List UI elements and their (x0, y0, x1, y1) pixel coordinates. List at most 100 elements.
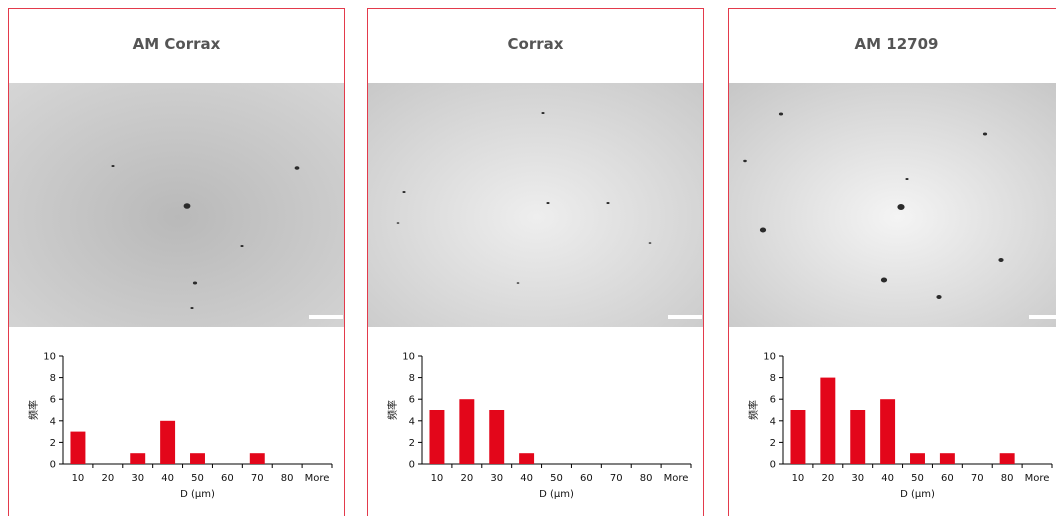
micrograph-image (368, 83, 703, 327)
inclusion-particle (396, 222, 400, 224)
bar-70 (249, 453, 265, 464)
y-tick-label: 4 (50, 416, 56, 427)
inclusion-particle (982, 132, 988, 136)
inclusion-particle (648, 242, 652, 244)
x-tick-label: 30 (131, 473, 144, 484)
bar-30 (489, 410, 505, 464)
panel-corrax: Corrax 0 2 4 6 8 10 10 20 30 40 50 60 70 80 More D (μm)… (367, 8, 704, 516)
y-tick-label: 2 (409, 438, 415, 449)
x-axis-title: D (μm) (900, 489, 935, 500)
y-tick-label: 8 (409, 373, 415, 384)
x-tick-label: 50 (911, 473, 924, 484)
bar-30 (850, 410, 866, 464)
inclusion-particle (998, 258, 1004, 262)
x-tick-label: 50 (191, 473, 204, 484)
scale-bar (1029, 315, 1056, 319)
micrograph-image (729, 83, 1056, 327)
panel-am-12709: AM 12709 0 2 4 6 8 10 10 20 30 40 50 60 70 80 More D (μ… (728, 8, 1056, 516)
x-axis-title: D (μm) (180, 489, 215, 500)
y-tick-label: 10 (763, 352, 776, 363)
x-tick-label: 40 (161, 473, 174, 484)
y-tick-label: 0 (770, 460, 776, 471)
histogram-svg: 0 2 4 6 8 10 10 20 30 40 50 60 70 80 More D (μm) 频率 (747, 352, 1053, 500)
x-tick-label: 20 (460, 473, 473, 484)
histogram-chart: 0 2 4 6 8 10 10 20 30 40 50 60 70 80 More D (μm) 频率 (368, 345, 703, 516)
y-tick-label: 0 (409, 460, 415, 471)
inclusion-particle (606, 202, 610, 204)
x-tick-label: 30 (490, 473, 503, 484)
micrograph-image (9, 83, 344, 327)
inclusion-particle (743, 159, 747, 163)
y-tick-label: 6 (409, 395, 415, 406)
y-tick-label: 6 (50, 395, 56, 406)
y-tick-label: 10 (402, 352, 415, 363)
micrograph-svg (368, 83, 703, 327)
scale-bar (309, 315, 343, 319)
y-tick-label: 2 (770, 438, 776, 449)
panel-am-corrax: AM Corrax 0 2 4 6 8 10 10 20 30 40 50 60 70 80 More D (… (8, 8, 345, 516)
panel-title: AM 12709 (854, 35, 939, 53)
x-tick-label: More (664, 473, 689, 484)
bar-20 (459, 399, 475, 464)
bar-80 (999, 453, 1015, 464)
y-tick-label: 0 (50, 460, 56, 471)
x-tick-label: 30 (851, 473, 864, 484)
y-axis-title: 频率 (27, 400, 40, 420)
x-tick-label: 10 (431, 473, 444, 484)
panel-title: AM Corrax (132, 35, 221, 53)
y-tick-label: 10 (43, 352, 56, 363)
bar-10 (70, 431, 86, 464)
inclusion-particle (402, 191, 406, 193)
inclusion-particle (546, 202, 550, 204)
inclusion-particle (778, 112, 784, 116)
x-tick-label: 10 (792, 473, 805, 484)
micrograph-background (9, 83, 344, 327)
histogram-chart: 0 2 4 6 8 10 10 20 30 40 50 60 70 80 More D (μm) 频率 (729, 345, 1056, 516)
inclusion-particle (294, 166, 300, 170)
inclusion-particle (192, 281, 198, 285)
bar-10 (429, 410, 445, 464)
bar-50 (910, 453, 925, 464)
x-tick-label: 80 (640, 473, 653, 484)
y-tick-label: 6 (770, 395, 776, 406)
histogram-chart: 0 2 4 6 8 10 10 20 30 40 50 60 70 80 More D (μm) 频率 (9, 345, 344, 516)
inclusion-particle (111, 165, 115, 167)
bar-40 (880, 399, 896, 464)
micrograph-background (729, 83, 1056, 327)
bar-30 (130, 453, 146, 464)
bar-50 (190, 453, 205, 464)
inclusion-particle (541, 112, 545, 114)
inclusion-particle (759, 227, 767, 233)
histogram-svg: 0 2 4 6 8 10 10 20 30 40 50 60 70 80 More D (μm) 频率 (27, 352, 333, 500)
inclusion-particle (936, 295, 942, 299)
x-tick-label: 70 (971, 473, 984, 484)
x-tick-label: 40 (520, 473, 533, 484)
micrograph-svg (729, 83, 1056, 327)
x-tick-label: 80 (1001, 473, 1014, 484)
x-tick-label: More (1025, 473, 1050, 484)
x-tick-label: 70 (610, 473, 623, 484)
x-axis-title: D (μm) (539, 489, 574, 500)
inclusion-particle (516, 282, 520, 284)
y-tick-label: 2 (50, 438, 56, 449)
y-tick-label: 4 (409, 416, 415, 427)
x-tick-label: 60 (941, 473, 954, 484)
inclusion-particle (183, 203, 191, 209)
inclusion-particle (190, 307, 194, 309)
bar-10 (790, 410, 806, 464)
x-tick-label: 20 (821, 473, 834, 484)
x-tick-label: 20 (101, 473, 114, 484)
x-tick-label: 80 (281, 473, 294, 484)
x-tick-label: 60 (221, 473, 234, 484)
inclusion-particle (240, 245, 244, 247)
x-tick-label: 10 (72, 473, 85, 484)
x-tick-label: 60 (580, 473, 593, 484)
bar-60 (939, 453, 955, 464)
x-tick-label: 70 (251, 473, 264, 484)
bar-40 (160, 420, 176, 464)
y-tick-label: 8 (770, 373, 776, 384)
inclusion-particle (897, 204, 905, 210)
panel-title: Corrax (507, 35, 564, 53)
micrograph-background (368, 83, 703, 327)
y-axis-title: 频率 (747, 400, 760, 420)
